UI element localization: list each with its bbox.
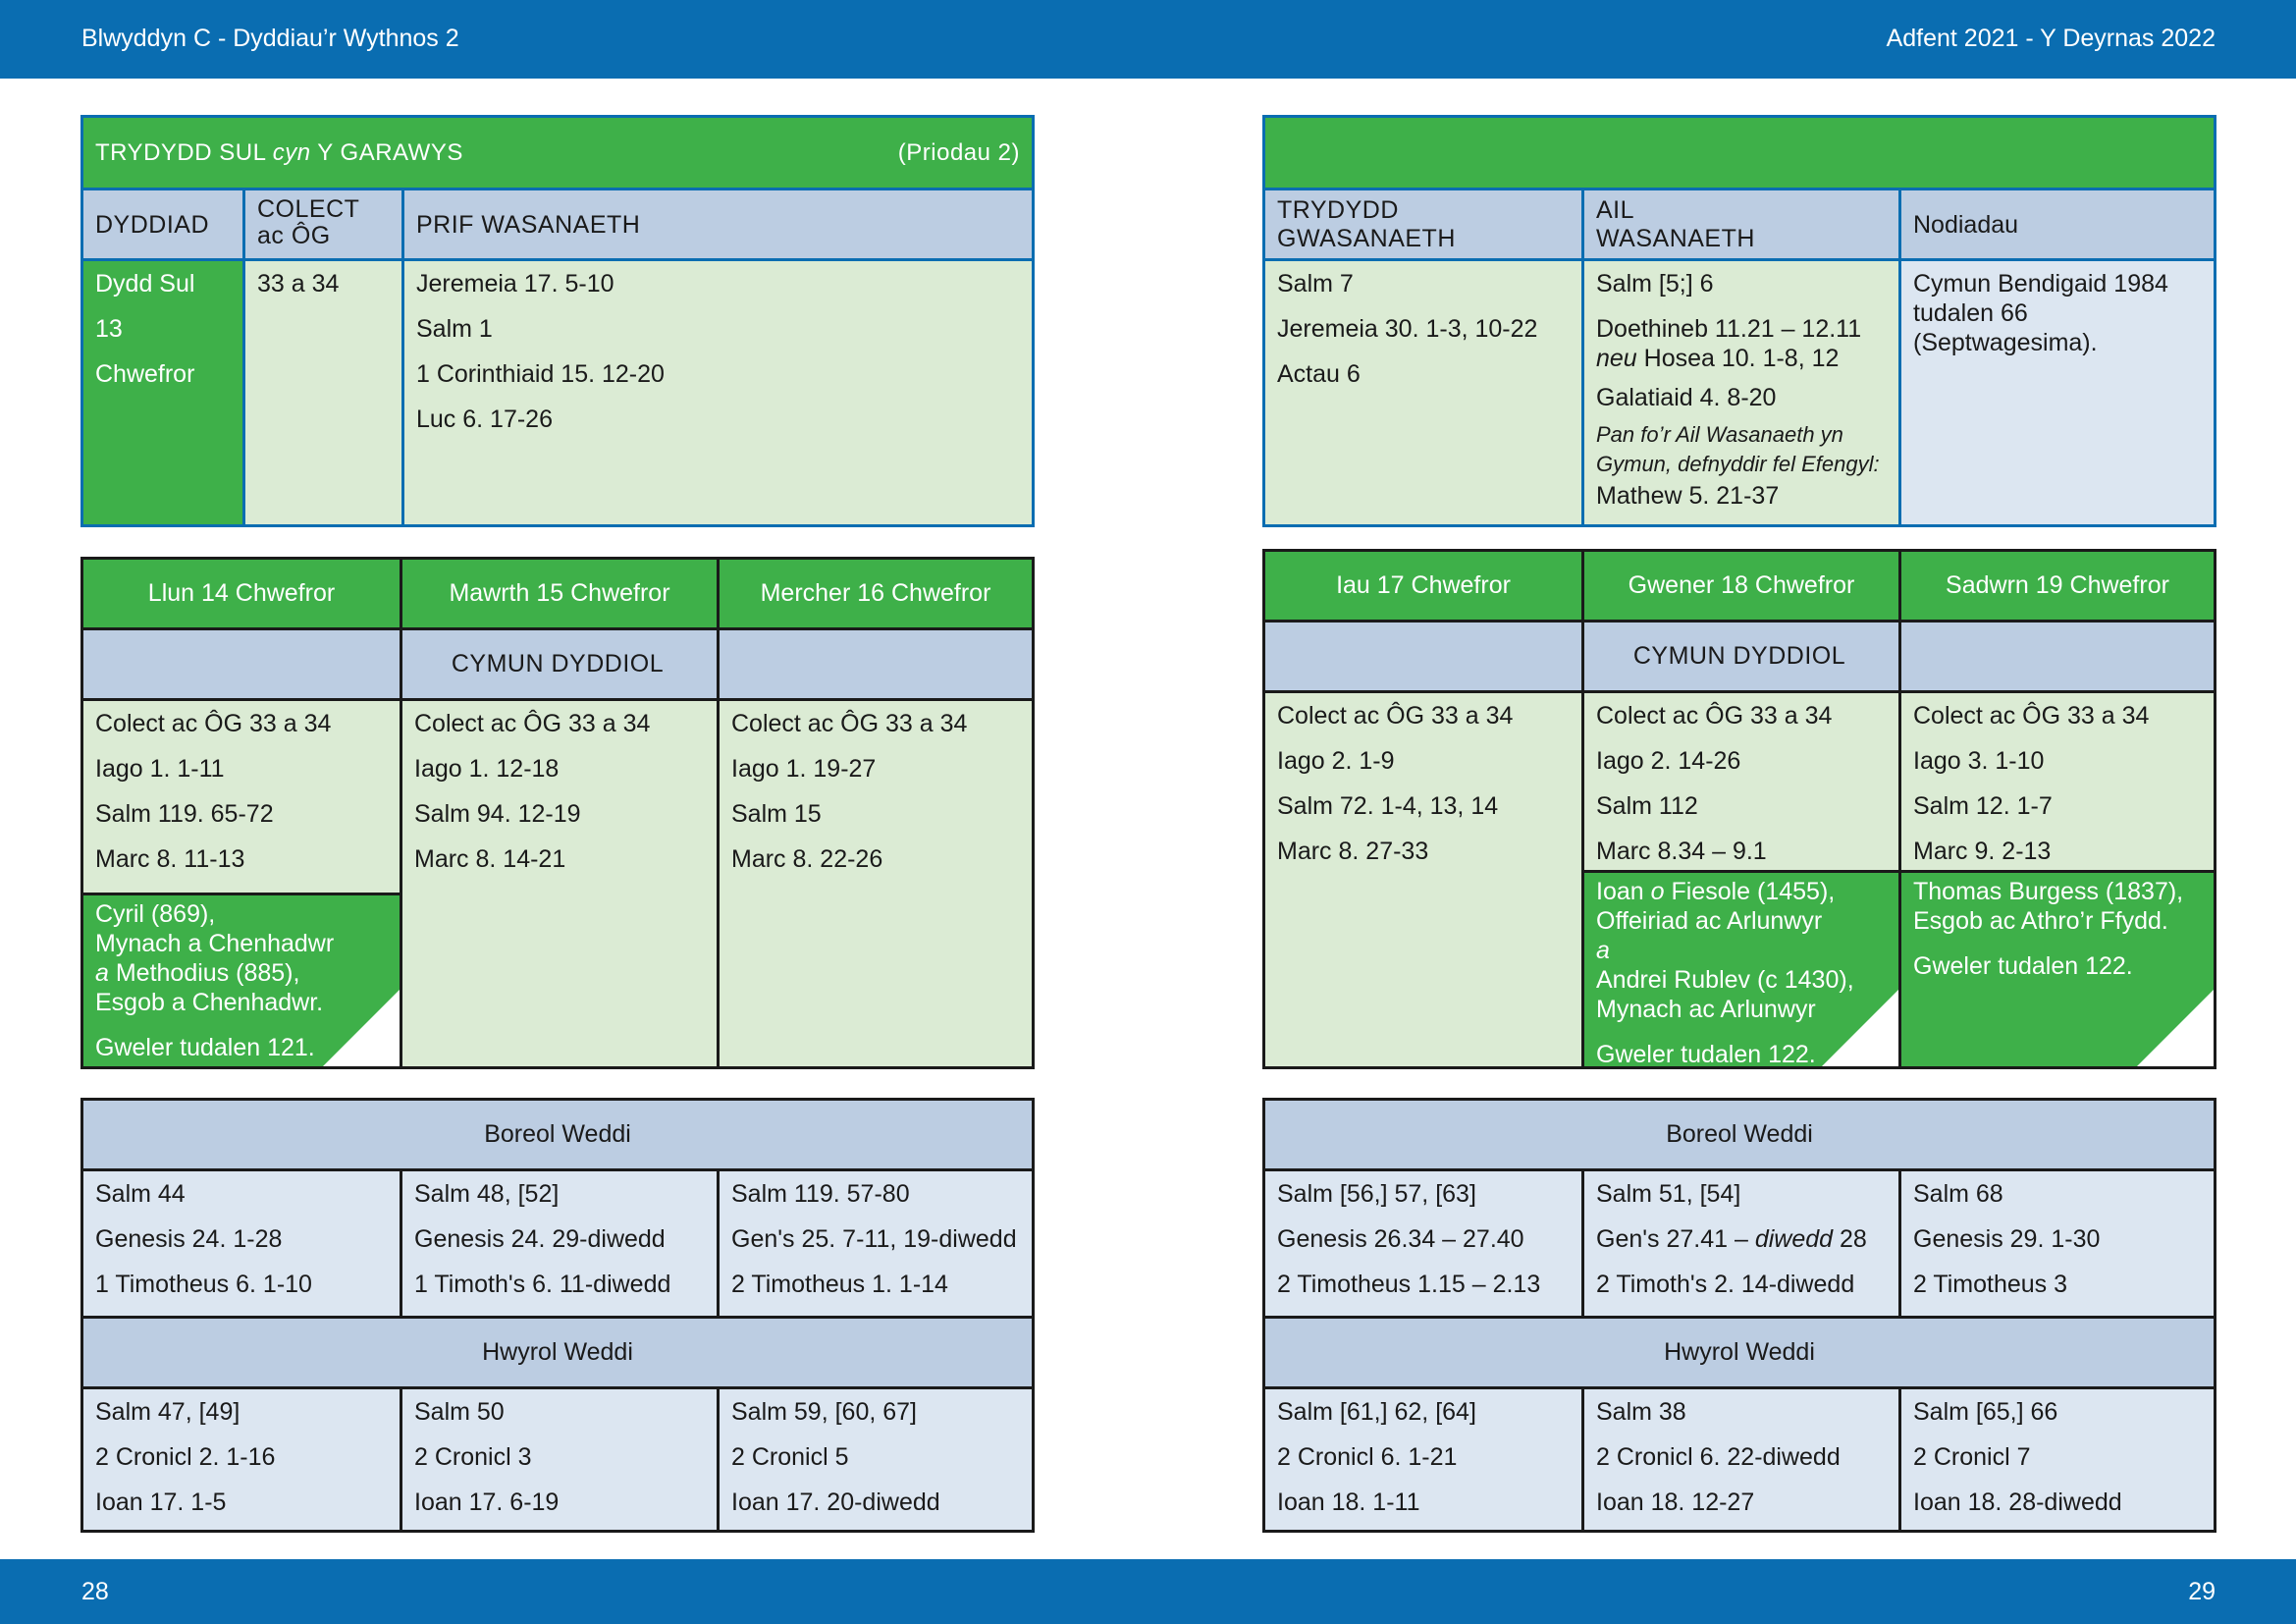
page-number-left: 28 (81, 1578, 109, 1605)
evening-thu: Salm [61,] 62, [64] 2 Cronicl 6. 1-21 Ioan… (1277, 1398, 1476, 1516)
col-header-collect: COLECT ac ÔG (245, 190, 401, 258)
day-header-wed: Mercher 16 Chwefror (720, 560, 1032, 627)
readings-wed: Colect ac ÔG 33 a 34 Iago 1. 19-27 Salm 15… (731, 710, 968, 873)
readings-thu: Colect ac ÔG 33 a 34 Iago 2. 1-9 Salm 72. … (1277, 702, 1514, 865)
notes-cell: Cymun Bendigaid 1984 tudalen 66 (Septwages… (1901, 261, 2214, 524)
sunday-table-continued: TRYDYDD GWASANAETH AIL WASANAETH Nodiadau … (1262, 115, 2216, 527)
evening-wed: Salm 59, [60, 67] 2 Cronicl 5 Ioan 17. 20-… (731, 1398, 940, 1516)
readings-tue: Colect ac ÔG 33 a 34 Iago 1. 12-18 Salm 94… (414, 710, 651, 873)
sunday-date-cell: Dydd Sul 13 Chwefror (83, 261, 242, 524)
evening-tue: Salm 50 2 Cronicl 3 Ioan 17. 6-19 (414, 1398, 560, 1516)
sunday-title: TRYDYDD SUL cyn Y GARAWYS (95, 139, 463, 166)
day-header-fri: Gwener 18 Chwefror (1584, 552, 1898, 620)
commemoration-mon: Cyril (869), Mynach a Chenhadwr a Method… (83, 893, 400, 1066)
readings-sat: Colect ac ÔG 33 a 34 Iago 3. 1-10 Salm 12.… (1913, 702, 2150, 865)
evening-mon: Salm 47, [49] 2 Cronicl 2. 1-16 Ioan 17. 1… (95, 1398, 276, 1516)
morning-fri: Salm 51, [54] Gen's 27.41 – diwedd 28 2 … (1596, 1180, 1867, 1298)
day-header-mon: Llun 14 Chwefror (83, 560, 400, 627)
evening-fri: Salm 38 2 Cronicl 6. 22-diwedd Ioan 18. 12… (1596, 1398, 1841, 1516)
evening-prayer-title-left: Hwyrol Weddi (83, 1319, 1032, 1386)
readings-fri: Colect ac ÔG 33 a 34 Iago 2. 14-26 Salm 11… (1596, 702, 1833, 865)
header-bar: Blwyddyn C - Dyddiau’r Wythnos 2 Adfent … (0, 0, 2296, 79)
propers-label: (Priodau 2) (897, 139, 1020, 166)
sunday-table: TRYDYDD SUL cyn Y GARAWYS (Priodau 2) DY… (80, 115, 1035, 527)
col-header-date: DYDDIAD (83, 190, 242, 258)
morning-prayer-title-left: Boreol Weddi (83, 1101, 1032, 1168)
daily-office-right: Boreol Weddi Salm [56,] 57, [63] Genesis … (1262, 1098, 2216, 1533)
page-turn-corner-fri (1822, 990, 1898, 1066)
communion-title-left: CYMUN DYDDIOL (83, 630, 1032, 698)
evening-sat: Salm [65,] 66 2 Cronicl 7 Ioan 18. 28-diwe… (1913, 1398, 2122, 1516)
day-header-thu: Iau 17 Chwefror (1265, 552, 1581, 620)
weekday-communion-left: Llun 14 Chwefror Mawrth 15 Chwefror Merc… (80, 557, 1035, 1069)
day-header-tue: Mawrth 15 Chwefror (402, 560, 717, 627)
sunday-title-row: TRYDYDD SUL cyn Y GARAWYS (Priodau 2) (83, 118, 1032, 188)
footer-bar: 28 29 (0, 1559, 2296, 1624)
morning-wed: Salm 119. 57-80 Gen's 25. 7-11, 19-diwedd… (731, 1180, 1017, 1298)
morning-thu: Salm [56,] 57, [63] Genesis 26.34 – 27.40… (1277, 1180, 1541, 1298)
sunday-collect-cell: 33 a 34 (257, 270, 340, 298)
page-turn-corner-sat (2137, 990, 2214, 1066)
page-number-right: 29 (2188, 1578, 2216, 1605)
header-right-text: Adfent 2021 - Y Deyrnas 2022 (1886, 25, 2216, 52)
morning-prayer-title-right: Boreol Weddi (1265, 1101, 2214, 1168)
sunday-continued-title-row (1265, 118, 2214, 188)
day-header-sat: Sadwrn 19 Chwefror (1901, 552, 2214, 620)
communion-title-right: CYMUN DYDDIOL (1265, 623, 2214, 690)
daily-office-left: Boreol Weddi Salm 44 Genesis 24. 1-28 1 Ti… (80, 1098, 1035, 1533)
col-header-main: PRIF WASANAETH (404, 190, 1032, 258)
col-header-third-service: TRYDYDD GWASANAETH (1265, 190, 1581, 258)
second-service-readings: Salm [5;] 6 Doethineb 11.21 – 12.11 neu … (1596, 270, 1880, 510)
header-left-text: Blwyddyn C - Dyddiau’r Wythnos 2 (81, 25, 459, 52)
morning-sat: Salm 68 Genesis 29. 1-30 2 Timotheus 3 (1913, 1180, 2101, 1298)
col-header-notes: Nodiadau (1901, 190, 2214, 258)
page-turn-corner (323, 990, 400, 1066)
readings-mon: Colect ac ÔG 33 a 34 Iago 1. 1-11 Salm 119… (95, 710, 332, 873)
morning-mon: Salm 44 Genesis 24. 1-28 1 Timotheus 6. 1-… (95, 1180, 312, 1298)
evening-prayer-title-right: Hwyrol Weddi (1265, 1319, 2214, 1386)
weekday-communion-right: Iau 17 Chwefror Gwener 18 Chwefror Sadwr… (1262, 549, 2216, 1069)
morning-tue: Salm 48, [52] Genesis 24. 29-diwedd 1 Timo… (414, 1180, 671, 1298)
col-header-second-service: AIL WASANAETH (1584, 190, 1898, 258)
third-service-readings: Salm 7 Jeremeia 30. 1-3, 10-22 Actau 6 (1277, 270, 1538, 388)
